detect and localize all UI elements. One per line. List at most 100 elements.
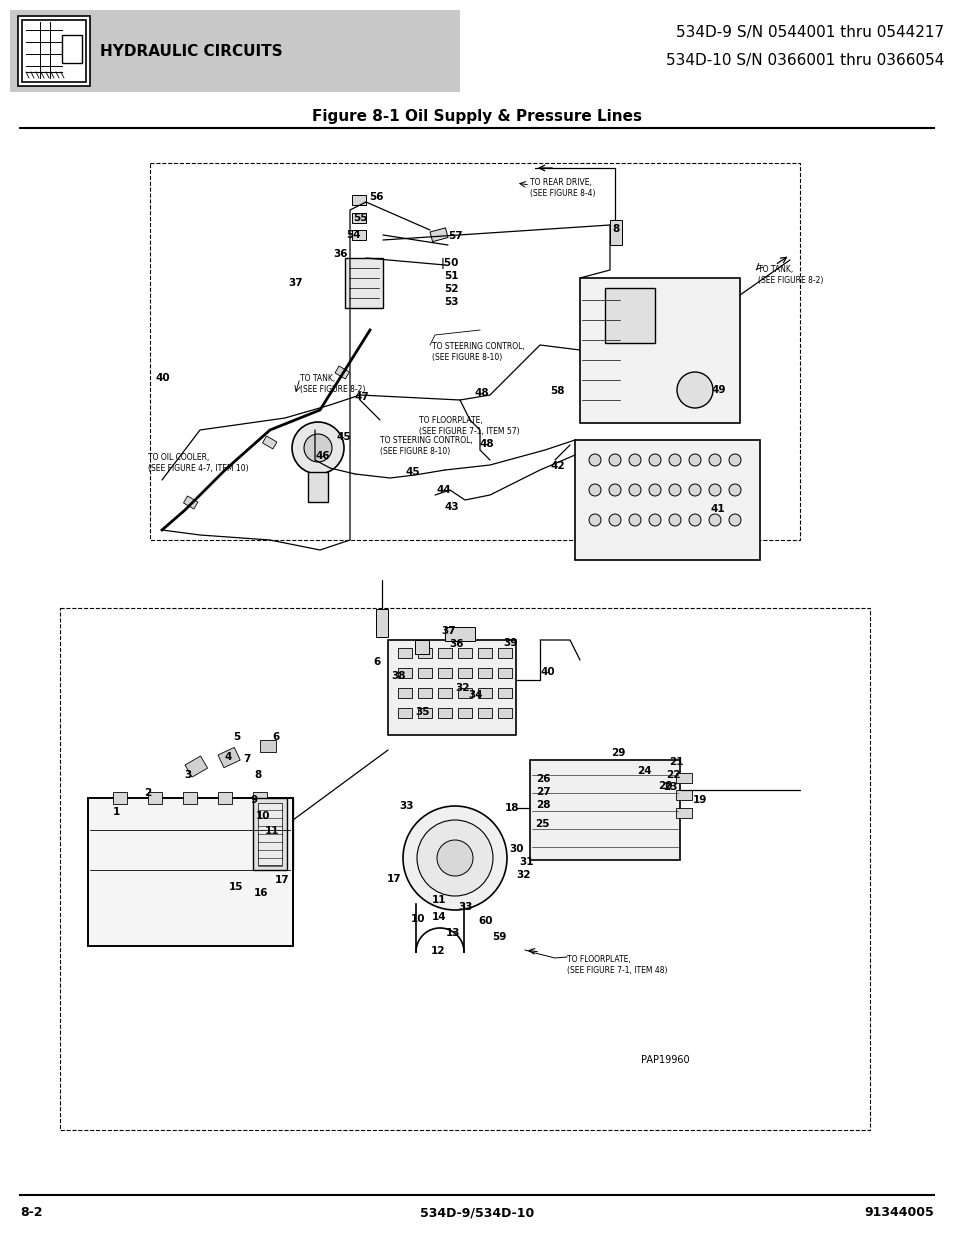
Text: 45: 45 (336, 432, 351, 442)
Text: 10: 10 (255, 811, 270, 821)
Bar (150, 163, 800, 540)
Bar (397, 668, 412, 678)
Text: 24: 24 (636, 766, 651, 776)
Text: TO TANK,
(SEE FIGURE 8-2): TO TANK, (SEE FIGURE 8-2) (299, 374, 365, 394)
Text: 46: 46 (315, 451, 330, 461)
Text: 11: 11 (432, 895, 446, 905)
Text: 2: 2 (144, 788, 152, 798)
Bar (308, 472, 328, 501)
Bar (183, 792, 196, 804)
Text: 6: 6 (273, 732, 279, 742)
Text: 34: 34 (468, 690, 483, 700)
Circle shape (648, 484, 660, 496)
Bar (253, 798, 287, 869)
Bar (417, 688, 432, 698)
Bar (444, 627, 475, 641)
Bar (477, 668, 492, 678)
Text: 37: 37 (289, 278, 303, 288)
Text: 41: 41 (710, 504, 724, 514)
Circle shape (416, 820, 493, 897)
Circle shape (708, 484, 720, 496)
Text: 5: 5 (233, 732, 240, 742)
Bar (352, 230, 366, 240)
Text: |50: |50 (440, 258, 458, 268)
Circle shape (668, 514, 680, 526)
Bar (497, 668, 512, 678)
Bar (415, 640, 429, 655)
Bar (609, 220, 621, 245)
Text: 26: 26 (536, 774, 550, 784)
Bar (112, 792, 127, 804)
Bar (397, 648, 412, 658)
Text: 54: 54 (346, 230, 361, 240)
Circle shape (728, 454, 740, 466)
Text: 47: 47 (355, 391, 369, 403)
Circle shape (628, 514, 640, 526)
Bar (457, 708, 472, 718)
Circle shape (708, 514, 720, 526)
Text: 33: 33 (458, 902, 473, 911)
Text: 28: 28 (536, 800, 550, 810)
Text: 37: 37 (441, 626, 456, 636)
Bar (148, 792, 162, 804)
Text: TO STEERING CONTROL,
(SEE FIGURE 8-10): TO STEERING CONTROL, (SEE FIGURE 8-10) (379, 436, 473, 456)
Text: 60: 60 (478, 916, 493, 926)
Text: 22: 22 (665, 769, 679, 781)
Bar (18, 16, 90, 86)
Circle shape (436, 840, 473, 876)
Text: 58: 58 (549, 387, 563, 396)
Circle shape (688, 514, 700, 526)
Circle shape (628, 454, 640, 466)
Bar (676, 790, 691, 800)
Circle shape (608, 514, 620, 526)
Bar (437, 688, 452, 698)
Bar (218, 747, 240, 768)
Bar (497, 708, 512, 718)
Bar (262, 436, 276, 450)
Bar (604, 288, 655, 343)
Circle shape (292, 422, 344, 474)
Text: 55: 55 (353, 212, 367, 224)
Text: 36: 36 (449, 638, 464, 650)
Text: 7: 7 (243, 755, 251, 764)
Bar (253, 792, 267, 804)
Text: 1: 1 (112, 806, 119, 818)
Bar (477, 708, 492, 718)
Circle shape (688, 484, 700, 496)
Circle shape (628, 484, 640, 496)
Circle shape (708, 454, 720, 466)
Text: TO FLOORPLATE,
(SEE FIGURE 7-1, ITEM 57): TO FLOORPLATE, (SEE FIGURE 7-1, ITEM 57) (418, 416, 519, 436)
Text: 31: 31 (519, 857, 534, 867)
Text: 52: 52 (443, 284, 457, 294)
Text: 10: 10 (411, 914, 425, 924)
Bar (185, 756, 208, 777)
Bar (397, 688, 412, 698)
Bar (457, 648, 472, 658)
Text: 48: 48 (479, 438, 494, 450)
Text: 30: 30 (509, 844, 524, 853)
Text: 57: 57 (448, 231, 463, 241)
Bar (22, 20, 86, 82)
Bar (375, 609, 388, 637)
Circle shape (728, 514, 740, 526)
Text: 6: 6 (373, 657, 380, 667)
Circle shape (588, 514, 600, 526)
Bar (497, 648, 512, 658)
Bar (417, 708, 432, 718)
Bar (218, 792, 232, 804)
Text: 38: 38 (392, 671, 406, 680)
Text: 534D-9 S/N 0544001 thru 0544217: 534D-9 S/N 0544001 thru 0544217 (675, 25, 943, 40)
Text: TO TANK,
(SEE FIGURE 8-2): TO TANK, (SEE FIGURE 8-2) (758, 266, 822, 285)
Bar (430, 228, 448, 242)
Bar (530, 760, 679, 860)
Bar (397, 708, 412, 718)
Text: 36: 36 (334, 249, 348, 259)
Text: 29: 29 (610, 748, 624, 758)
Bar (477, 648, 492, 658)
Circle shape (608, 454, 620, 466)
Text: 32: 32 (456, 683, 470, 693)
Text: 25: 25 (535, 819, 549, 829)
Circle shape (668, 454, 680, 466)
Bar (457, 668, 472, 678)
Circle shape (304, 433, 332, 462)
